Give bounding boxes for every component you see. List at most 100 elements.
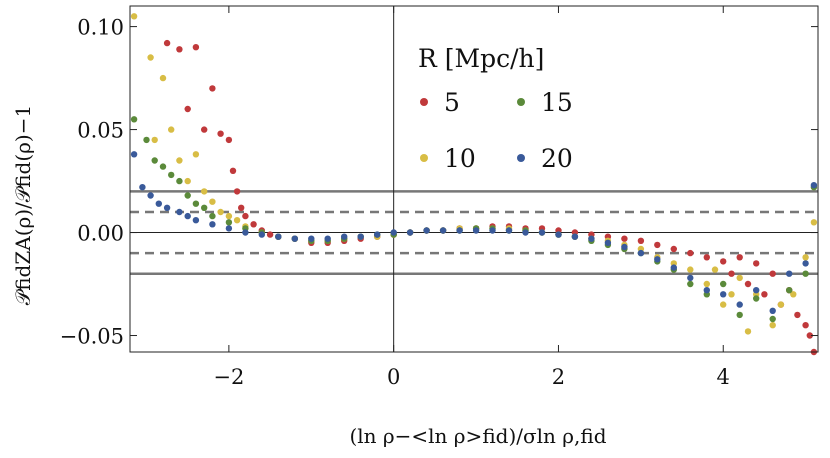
point-10-6 — [184, 177, 191, 185]
point-5-9 — [233, 188, 241, 195]
y-tick-label-0: −0.05 — [60, 325, 124, 349]
x-axis-title: (ln ρ−<ln ρ>fid)/σln ρ,fid — [349, 424, 606, 448]
point-20-45 — [810, 182, 818, 189]
point-20-6 — [184, 212, 191, 220]
point-5-51 — [794, 311, 801, 319]
legend-marker-5 — [420, 98, 428, 106]
point-10-41 — [703, 280, 710, 288]
point-5-0 — [163, 39, 171, 47]
point-20-20 — [406, 229, 414, 236]
point-20-11 — [258, 231, 265, 238]
reference-lines — [130, 6, 818, 352]
point-20-17 — [357, 233, 364, 240]
x-tick-label-2: 2 — [552, 365, 565, 389]
point-20-15 — [324, 235, 331, 242]
point-20-26 — [505, 227, 513, 234]
point-15-42 — [753, 295, 760, 302]
y-tick-label-1: 0.00 — [77, 222, 124, 246]
point-20-32 — [604, 239, 612, 246]
point-5-14 — [266, 231, 274, 238]
point-15-3 — [159, 163, 167, 170]
point-10-43 — [720, 301, 727, 308]
point-15-9 — [209, 212, 216, 220]
point-15-6 — [184, 192, 191, 199]
point-15-45 — [802, 270, 809, 277]
point-20-28 — [538, 229, 546, 236]
series-20 — [130, 151, 818, 314]
x-tick-label-1: 0 — [387, 365, 400, 389]
y-axis-title: 𝒫fidZA(ρ)/𝒫fid(ρ)−1 — [11, 105, 35, 305]
point-5-3 — [184, 105, 191, 113]
point-20-2 — [147, 192, 154, 199]
point-10-48 — [769, 322, 776, 329]
point-10-5 — [176, 157, 183, 164]
point-15-44 — [786, 287, 793, 294]
point-20-16 — [341, 233, 348, 240]
point-15-40 — [720, 280, 727, 288]
point-5-11 — [242, 212, 249, 220]
point-20-40 — [736, 301, 743, 308]
point-5-44 — [736, 254, 743, 261]
point-5-10 — [238, 204, 245, 211]
x-tick-label-3: 4 — [717, 365, 730, 389]
point-15-10 — [225, 219, 233, 226]
point-20-38 — [703, 287, 710, 294]
x-tick-label-0: −2 — [213, 365, 244, 389]
legend-label-10: 10 — [444, 144, 476, 173]
point-20-21 — [423, 227, 430, 234]
point-10-44 — [728, 291, 735, 298]
point-10-1 — [147, 54, 154, 61]
point-10-9 — [209, 198, 216, 205]
point-20-44 — [802, 260, 809, 267]
point-20-39 — [720, 291, 727, 298]
x-axis: −2 0 2 4 — [213, 6, 730, 389]
y-tick-label-2: 0.05 — [77, 119, 124, 143]
point-5-39 — [670, 245, 677, 253]
point-20-0 — [130, 151, 138, 158]
point-5-38 — [654, 241, 661, 249]
point-20-8 — [209, 221, 216, 228]
point-20-42 — [769, 307, 776, 314]
point-5-43 — [728, 270, 735, 277]
point-10-50 — [790, 291, 797, 298]
point-15-7 — [192, 200, 200, 207]
point-20-18 — [374, 231, 381, 238]
y-axis: −0.05 0.00 0.05 0.10 — [60, 16, 818, 349]
point-15-0 — [130, 116, 138, 123]
point-20-14 — [308, 235, 315, 242]
point-5-5 — [209, 85, 216, 92]
point-5-45 — [744, 280, 752, 288]
point-20-23 — [456, 227, 463, 234]
point-20-27 — [522, 229, 529, 236]
legend-label-5: 5 — [444, 88, 460, 117]
point-5-40 — [687, 249, 694, 257]
point-5-2 — [192, 44, 200, 51]
point-5-48 — [769, 270, 776, 277]
legend-label-15: 15 — [541, 88, 573, 117]
point-20-1 — [139, 184, 146, 191]
point-5-42 — [720, 258, 727, 265]
point-20-13 — [291, 235, 298, 242]
point-5-1 — [176, 46, 183, 53]
point-5-12 — [250, 221, 257, 228]
point-20-22 — [439, 227, 447, 234]
point-5-6 — [217, 130, 224, 137]
point-20-33 — [621, 243, 628, 251]
point-10-52 — [810, 219, 818, 226]
point-15-1 — [143, 136, 150, 144]
plot-frame — [129, 5, 819, 353]
point-10-11 — [225, 212, 233, 220]
point-15-4 — [168, 171, 175, 179]
point-5-46 — [753, 260, 760, 267]
point-10-42 — [711, 266, 719, 273]
point-5-36 — [621, 235, 628, 242]
point-5-52 — [802, 322, 809, 329]
point-10-51 — [802, 254, 809, 261]
point-10-45 — [736, 274, 743, 282]
point-10-4 — [168, 126, 175, 133]
point-10-2 — [159, 74, 167, 82]
point-20-24 — [472, 227, 480, 234]
point-15-2 — [151, 157, 158, 164]
